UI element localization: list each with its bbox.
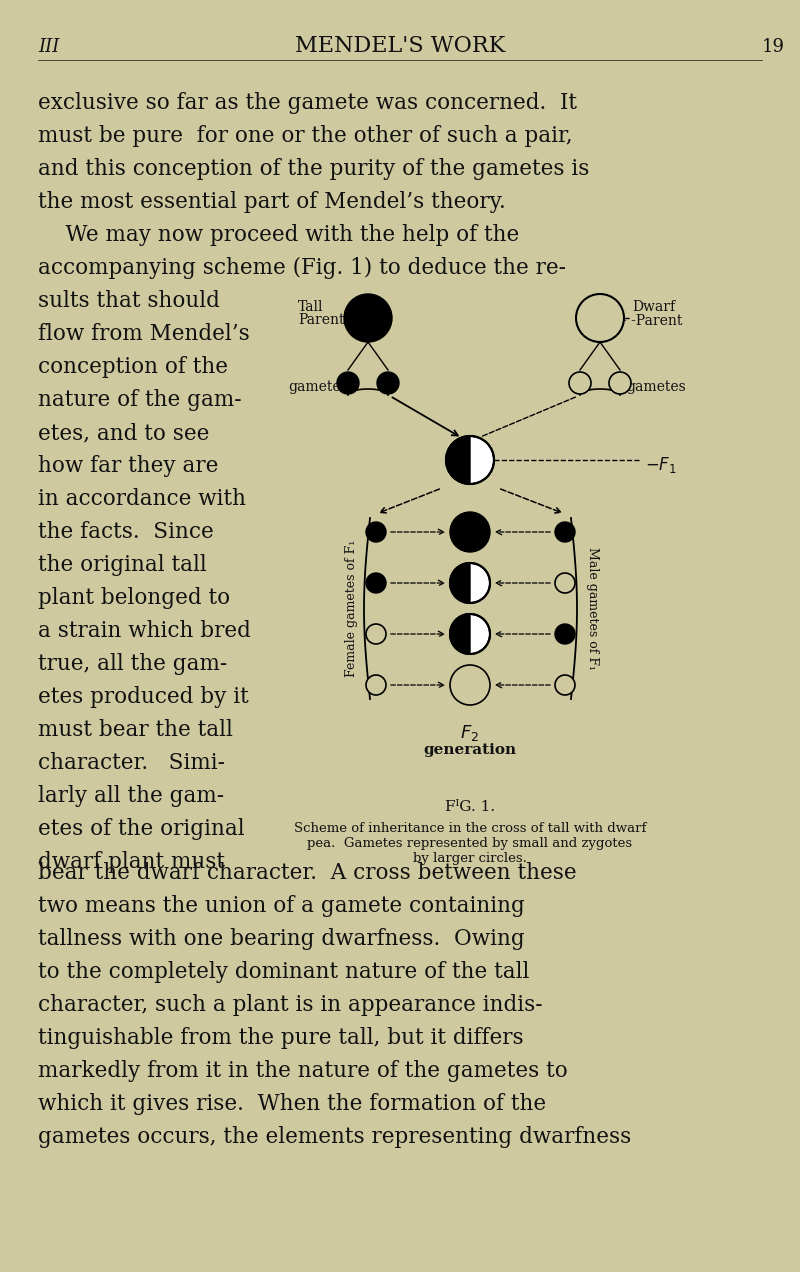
Text: Dwarf: Dwarf bbox=[632, 300, 675, 314]
Text: character, such a plant is in appearance indis-: character, such a plant is in appearance… bbox=[38, 993, 542, 1016]
Text: how far they are: how far they are bbox=[38, 455, 218, 477]
Circle shape bbox=[569, 371, 591, 394]
Text: FᴵG. 1.: FᴵG. 1. bbox=[445, 800, 495, 814]
Text: markedly from it in the nature of the gametes to: markedly from it in the nature of the ga… bbox=[38, 1060, 568, 1082]
Circle shape bbox=[377, 371, 399, 394]
Text: etes of the original: etes of the original bbox=[38, 818, 245, 840]
Text: tinguishable from the pure tall, but it differs: tinguishable from the pure tall, but it … bbox=[38, 1027, 524, 1049]
Text: etes, and to see: etes, and to see bbox=[38, 422, 210, 444]
Circle shape bbox=[555, 572, 575, 593]
Text: plant belonged to: plant belonged to bbox=[38, 586, 230, 609]
Text: 19: 19 bbox=[762, 38, 785, 56]
Text: gametes: gametes bbox=[288, 380, 348, 394]
Text: Tall: Tall bbox=[298, 300, 323, 314]
Text: Male gametes of F₁: Male gametes of F₁ bbox=[586, 547, 599, 670]
Text: exclusive so far as the gamete was concerned.  It: exclusive so far as the gamete was conce… bbox=[38, 92, 577, 114]
Text: two means the union of a gamete containing: two means the union of a gamete containi… bbox=[38, 895, 525, 917]
Circle shape bbox=[555, 625, 575, 644]
Text: pea.  Gametes represented by small and zygotes: pea. Gametes represented by small and zy… bbox=[307, 837, 633, 850]
Text: conception of the: conception of the bbox=[38, 356, 228, 378]
Text: Female gametes of F₁: Female gametes of F₁ bbox=[346, 539, 358, 677]
Text: larly all the gam-: larly all the gam- bbox=[38, 785, 224, 806]
Text: character.   Simi-: character. Simi- bbox=[38, 752, 225, 773]
Text: to the completely dominant nature of the tall: to the completely dominant nature of the… bbox=[38, 962, 530, 983]
Text: dwarf plant must: dwarf plant must bbox=[38, 851, 225, 873]
Text: We may now proceed with the help of the: We may now proceed with the help of the bbox=[38, 224, 519, 245]
Text: generation: generation bbox=[423, 743, 517, 757]
Circle shape bbox=[366, 522, 386, 542]
Circle shape bbox=[450, 614, 490, 654]
Circle shape bbox=[609, 371, 631, 394]
Circle shape bbox=[450, 513, 490, 552]
Text: Scheme of inheritance in the cross of tall with dwarf: Scheme of inheritance in the cross of ta… bbox=[294, 822, 646, 834]
Text: the original tall: the original tall bbox=[38, 555, 206, 576]
Circle shape bbox=[450, 665, 490, 705]
Text: MENDEL'S WORK: MENDEL'S WORK bbox=[295, 36, 505, 57]
Text: Parent: Parent bbox=[298, 313, 345, 327]
Text: true, all the gam-: true, all the gam- bbox=[38, 653, 227, 675]
Text: must bear the tall: must bear the tall bbox=[38, 719, 233, 742]
Text: tallness with one bearing dwarfness.  Owing: tallness with one bearing dwarfness. Owi… bbox=[38, 929, 525, 950]
Circle shape bbox=[446, 436, 494, 485]
Circle shape bbox=[337, 371, 359, 394]
Text: $F_2$: $F_2$ bbox=[461, 722, 479, 743]
Text: a strain which bred: a strain which bred bbox=[38, 619, 251, 642]
Text: the most essential part of Mendel’s theory.: the most essential part of Mendel’s theo… bbox=[38, 191, 506, 212]
Wedge shape bbox=[446, 436, 470, 485]
Text: bear the dwarf character.  A cross between these: bear the dwarf character. A cross betwee… bbox=[38, 862, 577, 884]
Text: must be pure  for one or the other of such a pair,: must be pure for one or the other of suc… bbox=[38, 125, 573, 148]
Text: in accordance with: in accordance with bbox=[38, 488, 246, 510]
Circle shape bbox=[366, 572, 386, 593]
Circle shape bbox=[576, 294, 624, 342]
Text: the facts.  Since: the facts. Since bbox=[38, 522, 214, 543]
Text: - -Parent: - -Parent bbox=[622, 314, 682, 328]
Text: III: III bbox=[38, 38, 59, 56]
Circle shape bbox=[344, 294, 392, 342]
Text: gametes occurs, the elements representing dwarfness: gametes occurs, the elements representin… bbox=[38, 1126, 631, 1149]
Text: $-F_1$: $-F_1$ bbox=[645, 455, 677, 474]
Text: flow from Mendel’s: flow from Mendel’s bbox=[38, 323, 250, 345]
Wedge shape bbox=[450, 614, 470, 654]
Text: accompanying scheme (Fig. 1) to deduce the re-: accompanying scheme (Fig. 1) to deduce t… bbox=[38, 257, 566, 279]
Text: and this conception of the purity of the gametes is: and this conception of the purity of the… bbox=[38, 158, 590, 181]
Text: by larger circles.: by larger circles. bbox=[413, 852, 527, 865]
Circle shape bbox=[366, 675, 386, 695]
Text: which it gives rise.  When the formation of the: which it gives rise. When the formation … bbox=[38, 1093, 546, 1116]
Text: etes produced by it: etes produced by it bbox=[38, 686, 249, 709]
Text: nature of the gam-: nature of the gam- bbox=[38, 389, 242, 411]
Circle shape bbox=[555, 675, 575, 695]
Text: gametes: gametes bbox=[626, 380, 686, 394]
Circle shape bbox=[450, 563, 490, 603]
Circle shape bbox=[555, 522, 575, 542]
Wedge shape bbox=[450, 563, 470, 603]
Text: sults that should: sults that should bbox=[38, 290, 220, 312]
Circle shape bbox=[366, 625, 386, 644]
